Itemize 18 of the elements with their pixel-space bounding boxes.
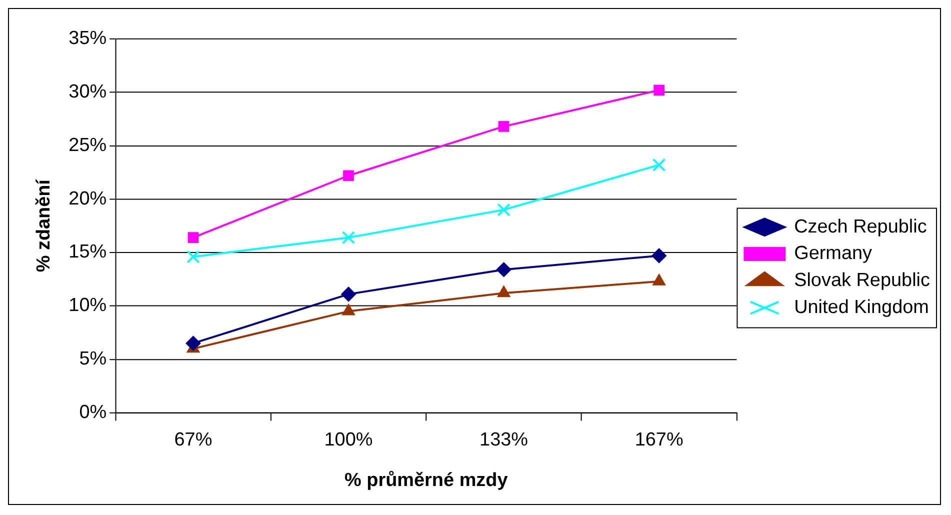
x-tick-label: 100%	[324, 429, 373, 450]
y-tick-label: 5%	[79, 348, 107, 370]
x-tick-label: 67%	[174, 429, 212, 450]
legend-label: United Kingdom	[794, 297, 929, 318]
y-tick-label: 20%	[68, 188, 107, 210]
legend-label: Czech Republic	[794, 216, 927, 238]
legend-label: Germany	[794, 243, 873, 264]
y-tick-label: 25%	[68, 134, 107, 156]
y-axis-title: % zdanění	[34, 178, 55, 272]
y-tick-label: 0%	[79, 402, 107, 423]
y-tick-label: 30%	[68, 82, 107, 102]
y-tick-label: 15%	[68, 242, 107, 263]
x-tick-label: 167%	[634, 429, 684, 450]
y-tick-label: 10%	[68, 295, 107, 316]
legend-label: Slovak Republic	[794, 270, 930, 292]
x-tick-label: 133%	[480, 429, 528, 450]
x-axis-title: % průměrné mzdy	[344, 470, 508, 491]
y-tick-label: 35%	[68, 28, 107, 50]
